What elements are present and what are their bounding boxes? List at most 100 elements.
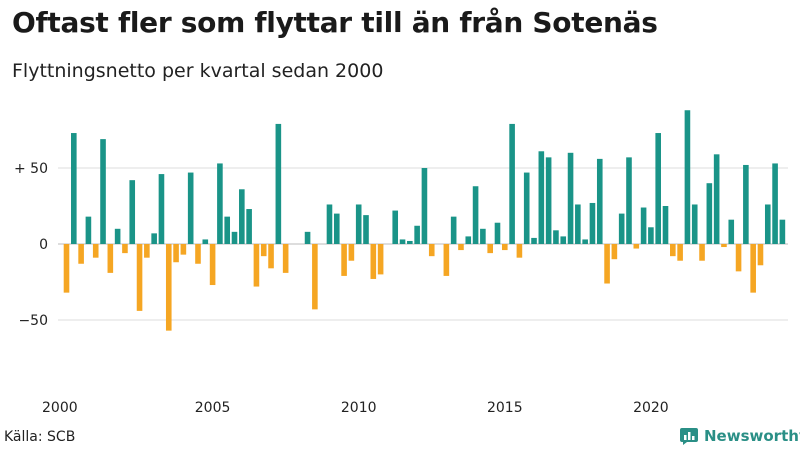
bar [260, 244, 267, 257]
bar [502, 244, 508, 251]
bar [341, 244, 347, 276]
bar [735, 244, 742, 272]
bar [85, 216, 92, 244]
bar [224, 216, 231, 244]
bar [779, 219, 786, 244]
bar [312, 244, 318, 310]
x-tick-label: 2010 [341, 400, 377, 416]
bar [180, 244, 187, 255]
bar [71, 133, 77, 244]
bar [173, 244, 179, 263]
bar [151, 233, 157, 244]
chart-subtitle: Flyttningsnetto per kvartal sedan 2000 [12, 60, 384, 82]
bar [268, 244, 274, 269]
bars-layer [63, 110, 786, 331]
bar [144, 244, 150, 258]
bar [487, 244, 493, 254]
bar [399, 239, 406, 244]
source-note: Källa: SCB [4, 429, 76, 445]
bar [443, 244, 450, 276]
bar [253, 244, 260, 287]
bar [757, 244, 764, 266]
bar [699, 244, 705, 261]
bar [567, 152, 574, 244]
x-tick-label: 2020 [633, 400, 669, 416]
bar [275, 123, 282, 244]
bar [706, 183, 713, 244]
y-tick-label: + 50 [14, 161, 48, 177]
bar [582, 239, 588, 244]
x-axis: 2000 2005 2010 2015 2020 [42, 400, 669, 416]
bar [728, 219, 735, 244]
bar [129, 180, 136, 244]
bar [326, 204, 333, 244]
bar [363, 215, 369, 244]
bar [618, 213, 625, 244]
bar [509, 123, 515, 244]
bar [684, 110, 691, 245]
y-tick-label: 0 [39, 237, 48, 253]
bar [560, 236, 567, 244]
bar [217, 163, 223, 244]
bar [304, 231, 311, 244]
bar [407, 240, 413, 244]
bar [516, 244, 523, 258]
bar [589, 202, 596, 244]
bar [450, 216, 457, 244]
bar [553, 230, 559, 244]
bar [677, 244, 683, 261]
bar [750, 244, 756, 293]
bar [414, 225, 420, 244]
bar [355, 204, 362, 244]
x-tick-label: 2005 [195, 400, 231, 416]
bar [691, 204, 698, 244]
bar [538, 151, 545, 244]
y-tick-label: −50 [18, 313, 48, 329]
bar [63, 244, 70, 293]
bar [494, 222, 501, 244]
bar [195, 244, 201, 264]
bar [648, 227, 654, 244]
bar [633, 244, 640, 249]
bar [545, 157, 552, 244]
bar [246, 209, 252, 244]
bar [122, 244, 128, 254]
bar [721, 244, 727, 248]
bar [764, 204, 771, 244]
bar [231, 231, 238, 244]
bar [114, 228, 121, 244]
bar [333, 213, 340, 244]
bar [392, 210, 399, 244]
x-tick-label: 2015 [487, 400, 523, 416]
bar [596, 158, 603, 244]
bar [428, 244, 435, 257]
bar [458, 244, 464, 251]
bar [662, 206, 669, 244]
bar [370, 244, 377, 279]
x-tick-label: 2000 [42, 400, 78, 416]
brand-logo: Newsworthy [680, 427, 800, 445]
bar [604, 244, 610, 284]
bar [107, 244, 114, 273]
bar [282, 244, 289, 273]
bar [640, 207, 647, 244]
bar [202, 239, 209, 244]
bar [472, 186, 479, 244]
bar [209, 244, 216, 286]
bar [421, 168, 428, 244]
bar [655, 133, 661, 244]
bar [772, 163, 778, 244]
bar [92, 244, 99, 258]
chart-title: Oftast fler som flyttar till än från Sot… [12, 6, 658, 39]
bar [187, 172, 194, 244]
bar [100, 139, 106, 244]
bar [239, 189, 245, 244]
y-axis: + 50 0 −50 [14, 161, 48, 329]
bar [626, 157, 632, 244]
bar [523, 172, 530, 244]
bar-chart-icon [680, 428, 698, 445]
brand-name: Newsworthy [704, 427, 800, 445]
bar [713, 154, 720, 244]
bar [670, 244, 676, 257]
